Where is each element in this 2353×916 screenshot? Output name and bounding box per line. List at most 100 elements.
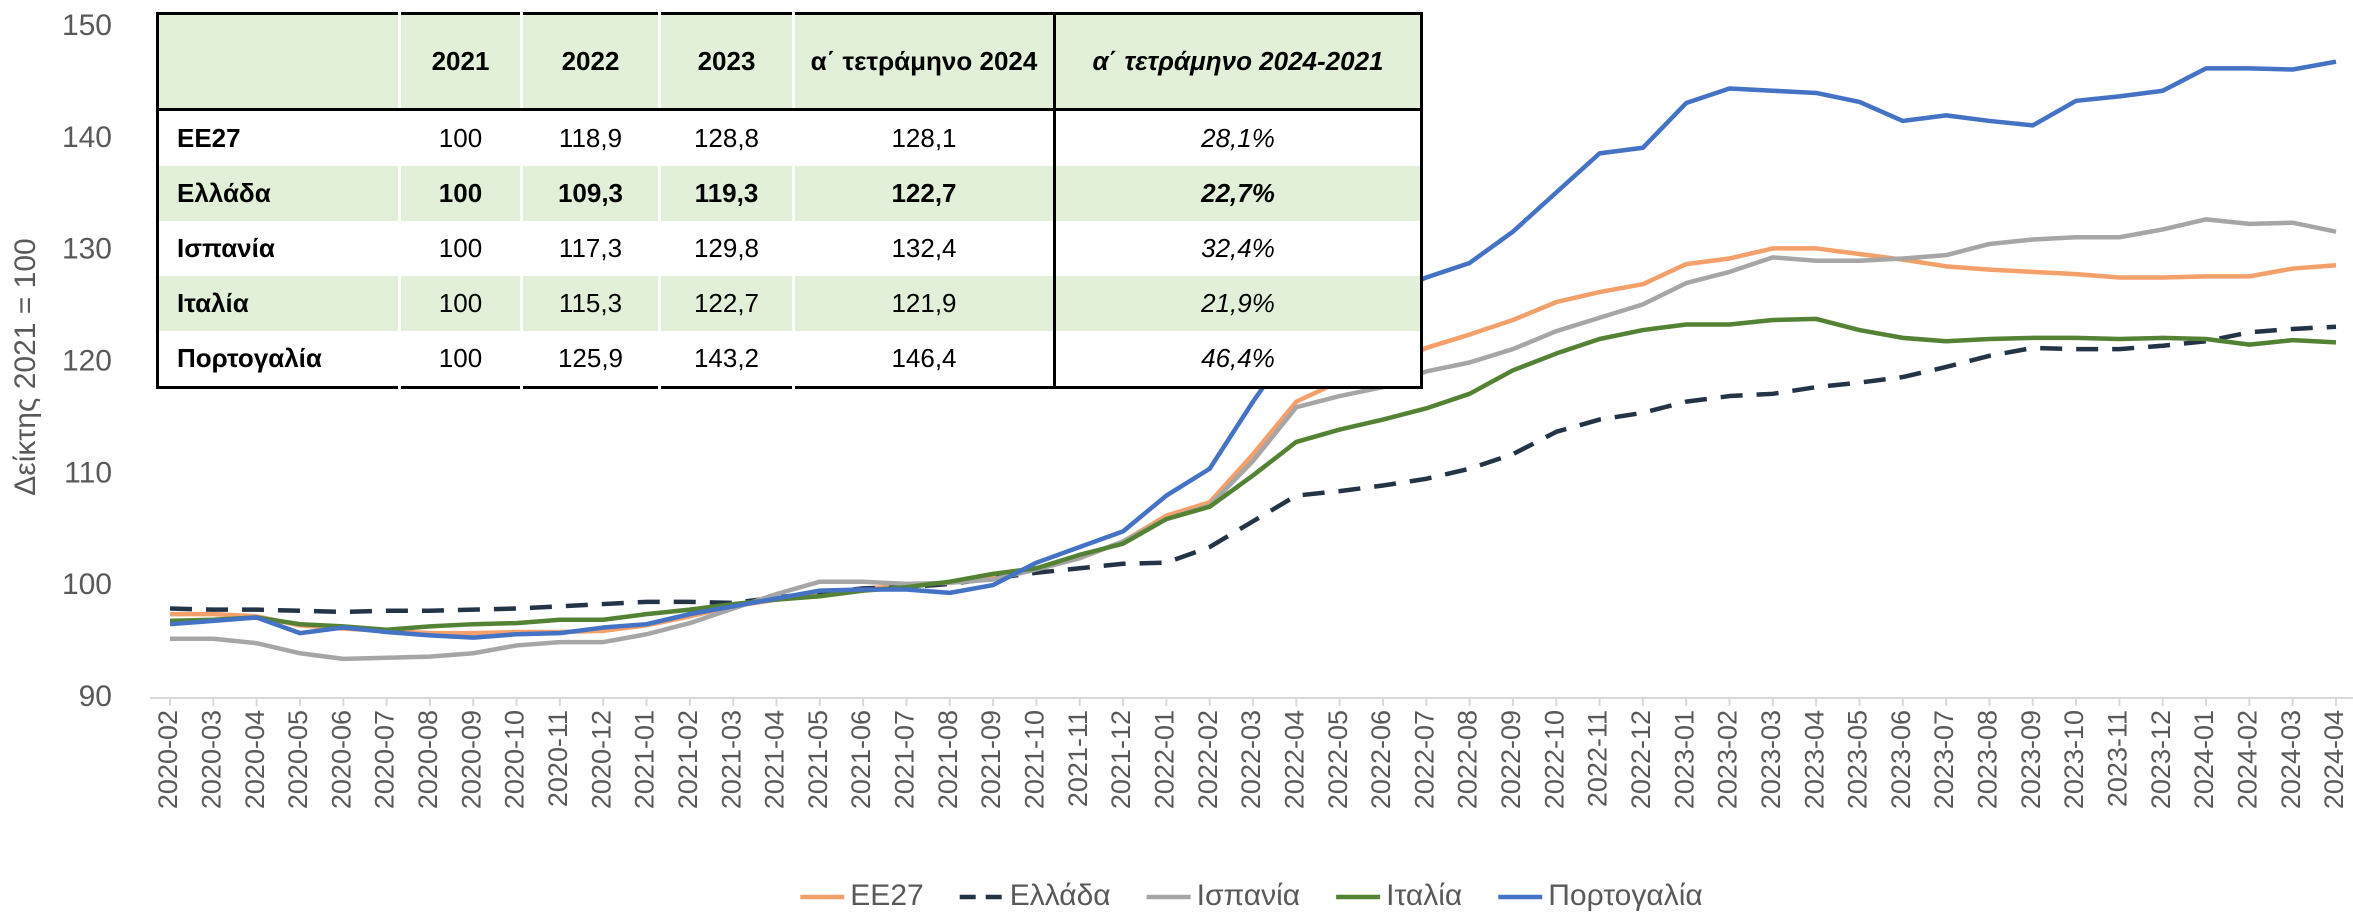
x-tick-label: 2022-04 [1279,710,1309,809]
x-tick-label: 2020-12 [586,710,616,809]
table-cell: 125,9 [520,331,660,388]
table-cell: ΕΕ27 [177,123,241,153]
table-row: Ισπανία 100 117,3 129,8 132,4 32,4% [158,221,1422,276]
x-tick-label: 2022-03 [1236,710,1266,809]
table-cell: Ελλάδα [177,178,271,208]
header-cell: α΄ τετράμηνο 2024-2021 [1053,13,1422,111]
x-tick-label: 2023-05 [1843,710,1873,809]
x-tick-label: 2023-07 [1929,710,1959,809]
x-tick-label: 2022-06 [1366,710,1396,809]
x-tick-label: 2022-08 [1453,710,1483,809]
x-tick-label: 2020-11 [543,710,573,807]
table-cell: 122,7 [792,166,1055,221]
legend-label: Ιταλία [1386,879,1462,912]
table-cell: 115,3 [520,276,660,331]
y-tick-label: 90 [79,680,112,713]
table-cell: 117,3 [520,221,660,276]
x-tick-label: 2021-11 [1063,710,1093,807]
x-tick-label: 2020-04 [240,710,270,809]
table-cell: Ιταλία [177,288,249,318]
table-cell: 21,9% [1053,276,1422,331]
x-tick-label: 2022-05 [1323,710,1353,809]
y-tick-label: 130 [62,233,112,266]
table-cell: 100 [398,331,522,388]
x-tick-label: 2022-02 [1193,710,1223,809]
x-tick-label: 2024-02 [2232,710,2262,809]
legend-label: ΕΕ27 [850,879,923,912]
table-cell: 129,8 [658,221,794,276]
x-tick-label: 2024-03 [2276,710,2306,809]
table-cell: 146,4 [792,331,1055,388]
table-cell: 119,3 [658,166,794,221]
series-line [169,324,2337,615]
table-cell: 118,9 [520,109,660,166]
y-tick-label: 110 [64,456,112,489]
header-cell: α΄ τετράμηνο 2024 [792,13,1055,111]
x-tick-label: 2023-01 [1669,710,1699,809]
y-axis-label: Δείκτης 2021 = 100 [9,238,42,495]
y-tick-label: 140 [62,121,112,154]
table-cell: 100 [398,109,522,166]
table-cell: 22,7% [1053,166,1422,221]
x-tick-label: 2022-12 [1626,710,1656,809]
table-row: Ιταλία 100 115,3 122,7 121,9 21,9% [157,276,1422,331]
series-line [170,217,2337,662]
header-row: 2021 2022 2023 α΄ τετράμηνο 2024 α΄ τετράμην… [157,13,1422,111]
legend-label: Ισπανία [1197,879,1300,912]
x-tick-label: 2023-08 [1973,710,2003,809]
header-cell: 2023 [658,13,794,111]
x-tick-label: 2020-03 [196,710,226,809]
table-cell: Ισπανία [177,233,275,263]
table-row: Πορτογαλία 100 125,9 143,2 146,4 46,4% [158,331,1422,388]
x-tick-label: 2021-05 [803,710,833,809]
x-tick-label: 2021-03 [716,710,746,809]
table-cell: 143,2 [658,331,794,388]
x-tick-label: 2023-02 [1713,710,1743,809]
x-tick-label: 2021-01 [630,710,660,809]
table-cell: 32,4% [1053,221,1422,276]
x-tick-label: 2020-02 [153,710,183,809]
table-cell: 100 [398,276,522,331]
table-row: Ελλάδα 100 109,3 119,3 122,7 22,7% [157,166,1422,221]
series-line [169,316,2337,633]
table-cell: 122,7 [658,276,794,331]
table-cell: 128,8 [658,109,794,166]
legend-label: Πορτογαλία [1548,879,1702,912]
x-tick-label: 2022-11 [1583,710,1613,807]
header-cell [157,13,400,111]
table-cell: 121,9 [792,276,1055,331]
x-tick-label: 2022-01 [1149,710,1179,809]
table-cell: 132,4 [792,221,1055,276]
x-tick-label: 2023-11 [2103,710,2133,807]
x-tick-label: 2021-10 [1020,710,1050,809]
y-tick-label: 100 [62,568,112,601]
table-cell: Πορτογαλία [177,343,322,373]
x-tick-label: 2021-09 [976,710,1006,809]
header-cell: 2022 [520,13,660,111]
x-tick-label: 2021-12 [1106,710,1136,809]
x-tick-label: 2023-09 [2016,710,2046,809]
x-tick-label: 2020-10 [500,710,530,809]
x-tick-label: 2023-04 [1799,710,1829,809]
legend: ΕΕ27 Ελλάδα Ισπανία Ιταλία Πορτογαλία [800,879,1703,912]
x-tick-label: 2020-05 [283,710,313,809]
x-tick-label: 2023-06 [1886,710,1916,809]
table-cell: 46,4% [1053,331,1422,388]
x-tick-label: 2021-02 [673,710,703,809]
table-cell: 100 [398,221,522,276]
legend-label: Ελλάδα [1010,879,1111,912]
x-tick-label: 2022-10 [1539,710,1569,809]
y-tick-label: 120 [62,344,112,377]
x-tick-label: 2020-06 [326,710,356,809]
x-tick-label: 2023-12 [2146,710,2176,809]
table-cell: 28,1% [1053,109,1422,166]
y-tick-label: 150 [62,9,112,42]
x-tick-label: 2024-04 [2319,710,2349,809]
table-cell: 109,3 [520,166,660,221]
header-cell: 2021 [398,13,522,111]
x-tick-label: 2023-03 [1756,710,1786,809]
x-tick-label: 2024-01 [2189,710,2219,809]
x-tick-label: 2022-07 [1409,710,1439,809]
